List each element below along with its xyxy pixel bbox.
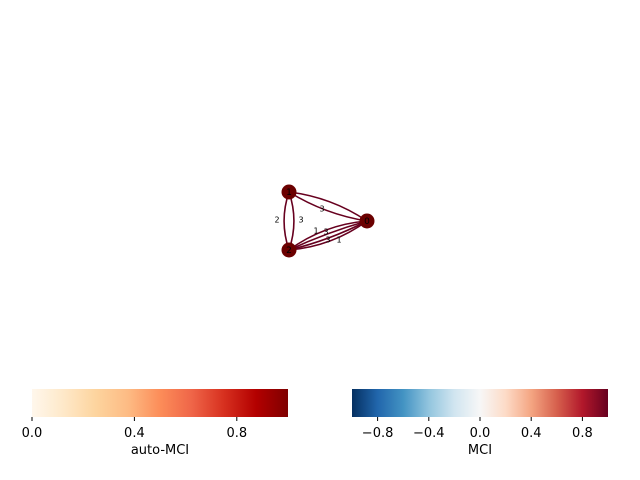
graph-nodes: 1 0 2 bbox=[281, 184, 375, 258]
graph-edge-label: 3 bbox=[323, 228, 328, 237]
graph-node-label: 2 bbox=[286, 246, 292, 256]
graph-node-label: 1 bbox=[286, 188, 292, 198]
colorbar-mci-label: MCI bbox=[468, 443, 492, 458]
graph-edge-label: 1 bbox=[313, 227, 318, 236]
colorbar-mci: −0.8 −0.4 0.0 0.4 0.8 MCI bbox=[352, 389, 608, 458]
graph-edge bbox=[288, 220, 368, 251]
graph-edge bbox=[288, 191, 368, 222]
colorbar-mci-tick-label: −0.4 bbox=[413, 426, 445, 441]
graph-edge bbox=[288, 220, 368, 251]
graph-node bbox=[281, 242, 297, 258]
graph-edge bbox=[288, 191, 368, 222]
graph-node-label: 0 bbox=[364, 217, 370, 227]
colorbar-mci-tick-label: −0.8 bbox=[362, 426, 394, 441]
graph-edge-label: 1 bbox=[336, 236, 341, 245]
graph-edge bbox=[283, 191, 290, 251]
graph-node bbox=[281, 184, 297, 200]
graph-edge-label: 3 bbox=[325, 236, 330, 245]
graph-edge bbox=[288, 191, 295, 251]
colorbar-auto-mci-tick-label: 0.8 bbox=[226, 426, 247, 441]
graph-edge-label: 2 bbox=[274, 216, 279, 225]
colorbar-mci-tick-label: 0.8 bbox=[572, 426, 593, 441]
colorbar-auto-mci-tick-label: 0.4 bbox=[124, 426, 145, 441]
graph-edge bbox=[288, 220, 368, 251]
graph-edge-label: 3 bbox=[298, 216, 303, 225]
graph-node bbox=[359, 213, 375, 229]
colorbar-auto-mci: 0.0 0.4 0.8 auto-MCI bbox=[22, 389, 288, 458]
colorbar-mci-gradient bbox=[352, 389, 608, 417]
colorbar-auto-mci-tick-label: 0.0 bbox=[22, 426, 43, 441]
colorbar-auto-mci-label: auto-MCI bbox=[131, 443, 189, 458]
graph-edge-label: 3 bbox=[319, 205, 324, 214]
colorbar-mci-tick-label: 0.0 bbox=[470, 426, 491, 441]
colorbar-mci-tick-label: 0.4 bbox=[521, 426, 542, 441]
colorbar-auto-mci-gradient bbox=[32, 389, 288, 417]
graph-edge bbox=[288, 220, 368, 251]
graph-edge-labels: 2 331 33 1 bbox=[274, 205, 341, 245]
